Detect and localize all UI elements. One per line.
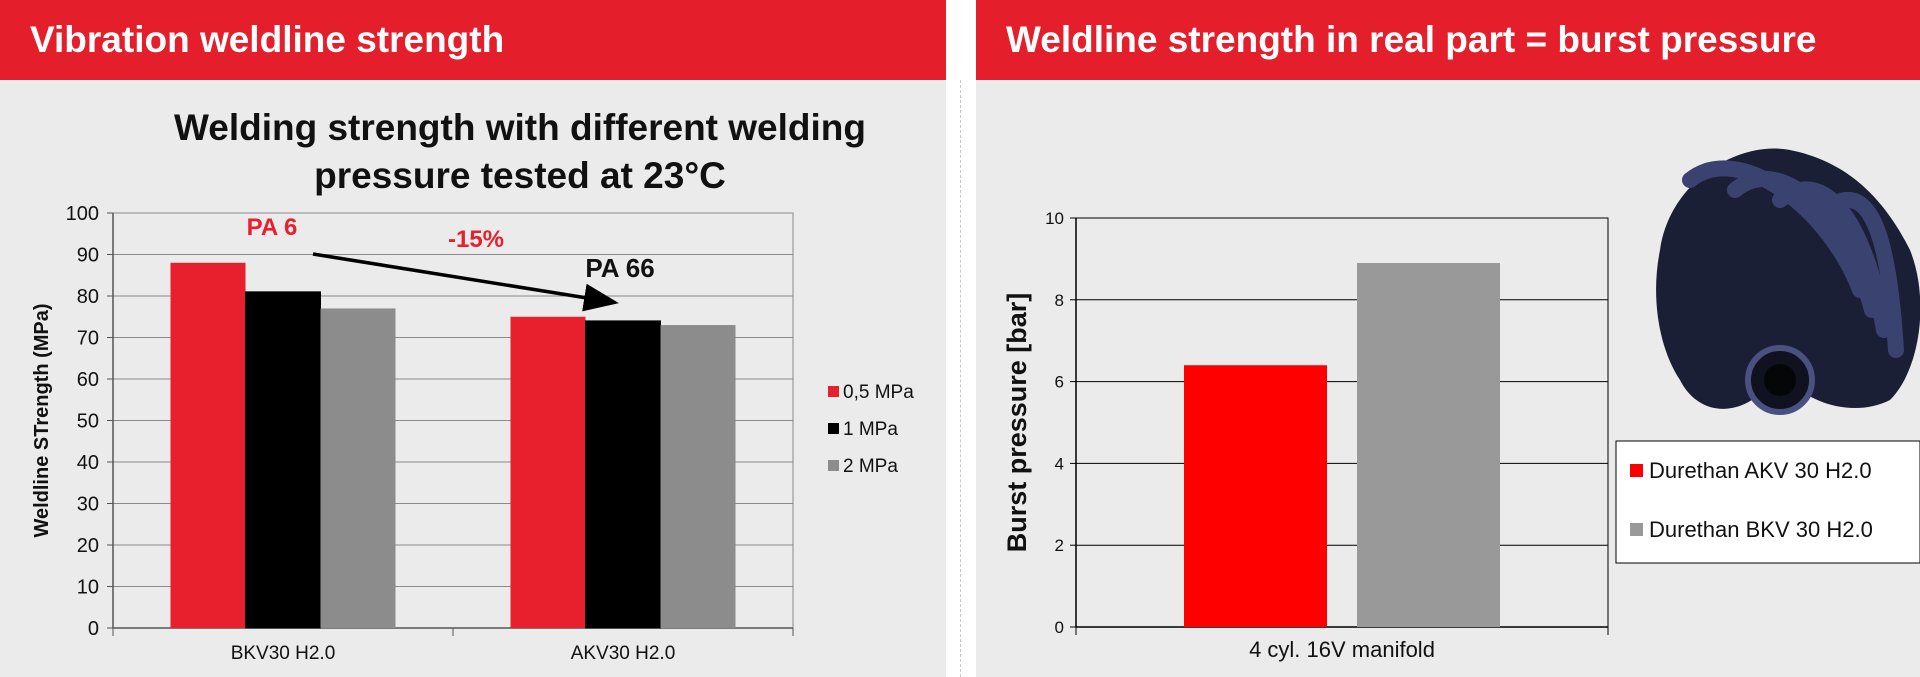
y-tick-label-30: 30: [77, 494, 99, 516]
manifold-throttle-bore: [1764, 364, 1796, 396]
divider-line: [960, 80, 961, 677]
annotation-change: -15%: [448, 226, 504, 253]
bar-0-5-mpa-0: [170, 262, 246, 628]
y-tick-label-0: 0: [88, 618, 99, 640]
y-tick-label-right-4: 4: [1055, 454, 1064, 473]
manifold-image: [1656, 148, 1920, 415]
y-tick-label-right-10: 10: [1045, 209, 1064, 228]
legend-swatch-right-0: [1630, 464, 1643, 477]
y-tick-label-right-2: 2: [1055, 536, 1064, 555]
legend-swatch-2: [828, 460, 839, 471]
x-tick-label-0: BKV30 H2.0: [231, 643, 336, 664]
left-panel-header: Vibration weldline strength: [0, 0, 946, 80]
legend-label-right-0: Durethan AKV 30 H2.0: [1649, 458, 1872, 483]
annotation-pa66: PA 66: [585, 253, 654, 283]
legend-label-1: 1 MPa: [843, 419, 898, 440]
bar-1-mpa-0: [245, 291, 321, 629]
plot-area-right: [1075, 217, 1609, 628]
legend-label-0: 0,5 MPa: [843, 382, 914, 403]
bar-right-0: [1184, 365, 1327, 627]
legend-swatch-0: [828, 386, 839, 397]
bar-2-mpa-1: [660, 325, 736, 628]
bar-2-mpa-0: [320, 308, 396, 628]
panel-divider: [946, 0, 976, 677]
weldline-strength-chart: 0 10 20 30 40 50 60 70 80 90 100 BKV30 H2.0 AKV30 H2…: [31, 203, 914, 664]
legend-label-right-1: Durethan BKV 30 H2.0: [1649, 517, 1873, 542]
y-tick-label-100: 100: [66, 203, 99, 225]
y-tick-label-50: 50: [77, 411, 99, 433]
manifold-runner-3: [1817, 191, 1904, 358]
right-panel-header: Weldline strength in real part = burst p…: [976, 0, 1920, 80]
y-tick-label-right-0: 0: [1055, 618, 1064, 637]
y-tick-label-right-8: 8: [1055, 291, 1064, 310]
y-axis-label: Weldline STrength (MPa): [31, 303, 53, 537]
y-tick-label-10: 10: [77, 577, 99, 599]
chart-title-line-2: pressure tested at 23°C: [314, 155, 726, 196]
legend-swatch-1: [828, 423, 839, 434]
y-tick-label-20: 20: [77, 535, 99, 557]
x-tick-label-right-0: 4 cyl. 16V manifold: [1249, 637, 1435, 662]
legend-swatch-right-1: [1630, 523, 1643, 536]
chart-title-line-1: Welding strength with different welding: [173, 107, 866, 148]
y-tick-label-right-6: 6: [1055, 373, 1064, 392]
manifold-body: [1656, 148, 1920, 409]
legend-label-2: 2 MPa: [843, 456, 898, 477]
manifold-runner-2: [1772, 181, 1892, 338]
y-tick-label-90: 90: [77, 245, 99, 267]
chart-title: Welding strength with different welding …: [0, 104, 1040, 200]
annotation-pa6: PA 6: [247, 214, 298, 241]
y-tick-label-80: 80: [77, 286, 99, 308]
annotation-arrow: [312, 252, 619, 312]
x-tick-label-1: AKV30 H2.0: [571, 643, 676, 664]
y-tick-label-40: 40: [77, 452, 99, 474]
bar-0-5-mpa-1: [510, 316, 586, 628]
y-tick-label-60: 60: [77, 369, 99, 391]
manifold-runner-1: [1727, 170, 1880, 318]
y-axis-label-right: Burst pressure [bar]: [1002, 293, 1032, 553]
y-tick-label-70: 70: [77, 328, 99, 350]
bar-right-1: [1357, 262, 1500, 627]
legend-box-right: [1615, 440, 1920, 564]
